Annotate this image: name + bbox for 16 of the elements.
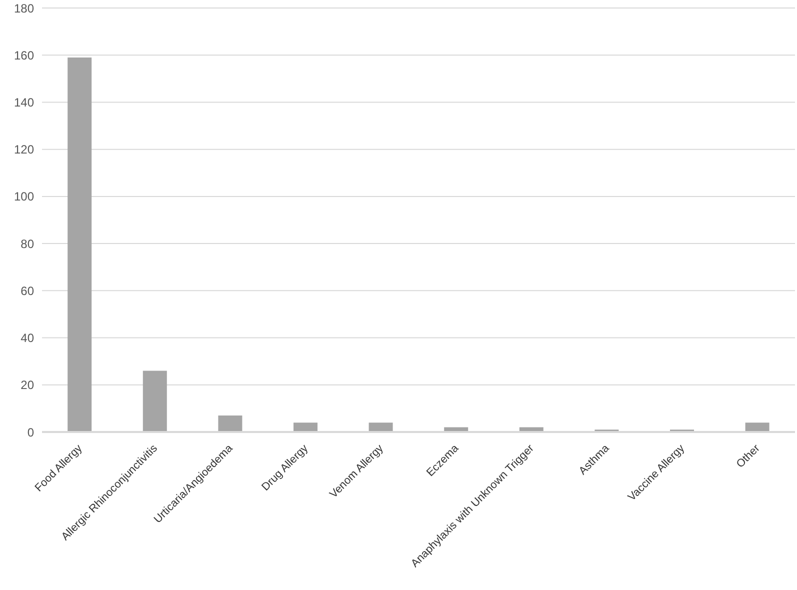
y-tick-label: 40	[20, 331, 34, 346]
y-tick-label: 140	[14, 95, 34, 110]
y-tick-label: 120	[14, 142, 34, 157]
y-tick-label: 100	[14, 190, 34, 204]
y-tick-label: 60	[20, 284, 34, 298]
bar	[294, 422, 318, 432]
y-tick-label: 80	[20, 236, 34, 251]
bar	[368, 422, 393, 432]
bar	[218, 416, 242, 432]
y-tick-label: 0	[27, 425, 34, 440]
bar	[745, 422, 770, 432]
bar	[142, 370, 167, 432]
y-tick-label: 160	[14, 48, 34, 62]
bar	[68, 57, 92, 432]
y-tick-label: 180	[14, 1, 34, 16]
y-tick-label: 20	[20, 378, 34, 392]
